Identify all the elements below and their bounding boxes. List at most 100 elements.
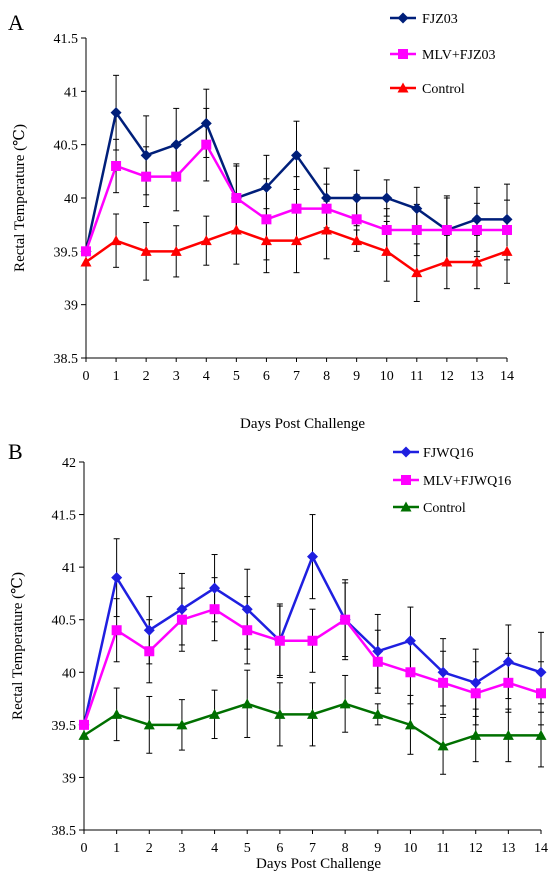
data-point xyxy=(291,235,302,246)
data-point xyxy=(535,729,547,740)
data-point xyxy=(381,225,392,235)
x-tick-label: 6 xyxy=(263,369,270,384)
data-point xyxy=(321,192,333,204)
data-point xyxy=(501,245,513,256)
y-axis-title: Rectal Temperature (℃) xyxy=(10,572,26,720)
data-point xyxy=(241,603,253,615)
data-point xyxy=(291,203,302,214)
data-point xyxy=(143,719,155,730)
x-tick-label: 2 xyxy=(143,369,150,384)
data-point xyxy=(209,708,221,719)
data-point xyxy=(111,625,122,636)
data-point xyxy=(437,666,449,678)
legend-marker xyxy=(397,12,409,24)
data-point xyxy=(200,235,212,246)
x-tick-label: 5 xyxy=(244,841,251,856)
legend-marker xyxy=(398,49,408,59)
legend-label: FJWQ16 xyxy=(423,446,474,461)
x-tick-label: 7 xyxy=(309,841,316,856)
data-point xyxy=(411,225,422,235)
data-point xyxy=(176,603,188,615)
data-point xyxy=(79,719,89,730)
data-point xyxy=(209,582,221,594)
y-tick-label: 41.5 xyxy=(52,509,77,524)
y-tick-label: 39 xyxy=(64,299,78,314)
data-point xyxy=(321,224,333,235)
y-tick-label: 39.5 xyxy=(52,719,77,734)
x-tick-label: 1 xyxy=(113,369,120,384)
y-tick-label: 38.5 xyxy=(54,352,79,367)
data-point xyxy=(291,149,302,161)
data-point xyxy=(438,677,449,688)
data-point xyxy=(536,688,546,699)
data-point xyxy=(231,193,242,203)
x-tick-label: 4 xyxy=(211,841,218,856)
y-tick-label: 39 xyxy=(62,771,76,786)
x-tick-label: 3 xyxy=(178,841,185,856)
data-point xyxy=(171,171,182,182)
data-point xyxy=(502,225,512,235)
data-point xyxy=(111,161,122,171)
data-point xyxy=(441,225,452,235)
legend-marker xyxy=(400,501,412,512)
data-point xyxy=(372,656,383,667)
data-point xyxy=(372,645,384,657)
data-point xyxy=(351,192,363,204)
data-point xyxy=(381,245,393,256)
data-point xyxy=(502,729,514,740)
y-axis-title: Rectal Temperature (℃) xyxy=(12,124,28,272)
x-tick-label: 5 xyxy=(233,369,240,384)
data-point xyxy=(143,624,155,636)
x-tick-label: 2 xyxy=(146,841,153,856)
x-axis-title: Days Post Challenge xyxy=(256,856,381,871)
data-point xyxy=(340,614,351,625)
data-point xyxy=(404,635,416,647)
data-point xyxy=(381,192,393,204)
data-point xyxy=(351,214,362,225)
data-point xyxy=(470,677,482,689)
data-point xyxy=(201,139,212,150)
data-point xyxy=(110,235,122,246)
x-tick-label: 0 xyxy=(81,841,88,856)
x-tick-label: 4 xyxy=(203,369,210,384)
data-point xyxy=(230,224,242,235)
data-point xyxy=(321,203,332,214)
data-point xyxy=(260,181,272,193)
data-point xyxy=(111,572,123,584)
data-point xyxy=(535,666,547,678)
data-point xyxy=(78,729,90,740)
data-point xyxy=(471,213,483,225)
data-point xyxy=(200,117,212,129)
x-tick-label: 10 xyxy=(380,369,394,384)
y-tick-label: 40.5 xyxy=(52,614,77,629)
data-point xyxy=(140,149,152,161)
x-tick-label: 13 xyxy=(501,841,515,856)
data-point xyxy=(471,225,482,235)
legend-label: Control xyxy=(422,82,465,97)
x-tick-label: 1 xyxy=(113,841,120,856)
data-point xyxy=(405,667,416,678)
data-point xyxy=(176,614,187,625)
legend-marker xyxy=(401,475,411,485)
data-point xyxy=(176,719,188,730)
data-point xyxy=(170,139,182,151)
data-point xyxy=(372,708,384,719)
y-tick-label: 40 xyxy=(62,666,76,681)
data-point xyxy=(170,245,182,256)
legend-label: FJZ03 xyxy=(422,12,458,27)
legend-label: MLV+FJZ03 xyxy=(422,48,496,63)
y-tick-label: 41 xyxy=(64,85,78,100)
x-tick-label: 10 xyxy=(403,841,417,856)
x-tick-label: 13 xyxy=(470,369,484,384)
data-point xyxy=(503,677,514,688)
y-tick-label: 41.5 xyxy=(54,32,79,47)
data-point xyxy=(501,213,513,225)
legend-marker xyxy=(400,446,412,458)
data-point xyxy=(351,235,363,246)
data-point xyxy=(471,256,483,267)
x-tick-label: 8 xyxy=(342,841,349,856)
data-point xyxy=(502,656,514,668)
